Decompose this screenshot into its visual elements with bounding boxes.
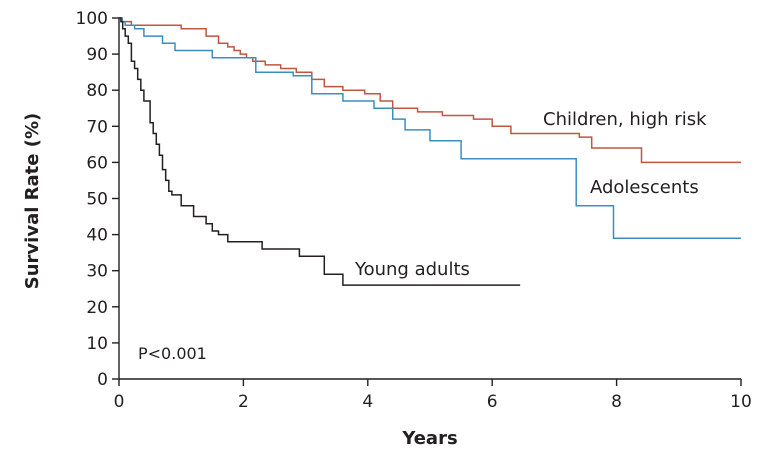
series-label-young-adults: Young adults: [354, 259, 470, 280]
x-tick-label: 4: [362, 392, 373, 412]
y-tick-label: 60: [86, 153, 108, 173]
y-tick-label: 90: [86, 45, 108, 65]
series-line-young-adults: [119, 17, 521, 286]
p-value-annotation: P<0.001: [138, 344, 207, 363]
x-tick-label: 8: [611, 392, 622, 412]
y-tick-label: 30: [86, 262, 108, 282]
y-tick-label: 80: [86, 81, 108, 101]
axes: 0 10 20 30 40 50 60 70 80 90 100 0 2 4 6 8 10: [76, 9, 752, 412]
y-tick-label: 20: [86, 298, 108, 318]
y-tick-label: 10: [86, 334, 108, 354]
x-axis-title: Years: [401, 428, 457, 449]
y-tick-label: 40: [86, 226, 108, 246]
series-line-children-high-risk: [119, 17, 741, 164]
series-labels: Children, high risk Adolescents Young adul…: [354, 109, 707, 280]
series-label-adolescents: Adolescents: [590, 177, 699, 198]
series-line-adolescents: [119, 17, 741, 239]
series-lines: [119, 17, 741, 286]
y-axis-title: Survival Rate (%): [22, 113, 43, 289]
x-tick-label: 6: [487, 392, 498, 412]
y-tick-label: 100: [76, 9, 108, 29]
y-tick-label: 70: [86, 117, 108, 137]
x-tick-label: 0: [114, 392, 125, 412]
y-tick-label: 0: [97, 370, 108, 390]
x-tick-label: 10: [730, 392, 752, 412]
series-label-children-high-risk: Children, high risk: [543, 109, 707, 130]
x-tick-label: 2: [238, 392, 249, 412]
y-tick-label: 50: [86, 190, 108, 210]
